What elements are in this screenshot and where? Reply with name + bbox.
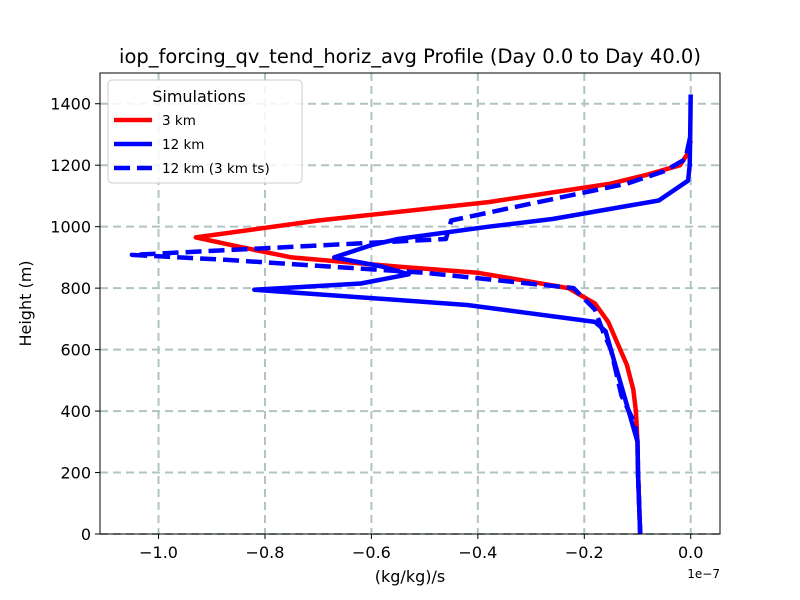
x-tick-label-3: −0.4 [458,543,497,562]
x-tick-label-5: 0.0 [678,543,703,562]
legend-items: 3 km 12 km 12 km (3 km ts) [114,113,270,177]
y-tick-label-4: 800 [60,279,91,298]
y-tick-label-2: 400 [60,402,91,421]
series-line-3 [129,134,693,535]
legend: Simulations 3 km 12 km 12 km (3 km ts) [107,79,303,184]
series-layer [129,94,693,535]
x-tick-label-1: −0.8 [246,543,285,562]
y-tick-label-7: 1400 [50,95,91,114]
legend-title: Simulations [152,87,246,106]
axes-frame [99,72,721,535]
series-line-2 [252,94,693,535]
y-tick-label-5: 1000 [50,218,91,237]
series-line-1 [193,140,693,535]
y-tick-label-3: 600 [60,341,91,360]
x-tick-label-2: −0.6 [352,543,391,562]
grid [100,73,720,535]
legend-label-1: 3 km [162,113,196,129]
y-tick-label-0: 0 [81,525,91,544]
legend-label-3: 12 km (3 km ts) [162,161,270,177]
y-tick-label-1: 200 [60,464,91,483]
x-tick-label-4: −0.2 [565,543,604,562]
ticks: −1.0 −0.8 −0.6 −0.4 −0.2 0.0 0 200 400 600 800 1000… [50,95,703,562]
legend-box [107,79,303,184]
x-axis-label: (kg/kg)/s [375,567,445,586]
legend-label-2: 12 km [162,137,204,153]
y-axis-label: Height (m) [16,260,35,346]
y-tick-label-6: 1200 [50,156,91,175]
x-tick-label-0: −1.0 [139,543,178,562]
x-axis-offset-text: 1e−7 [687,567,720,581]
chart-title: iop_forcing_qv_tend_horiz_avg Profile (D… [119,45,701,68]
